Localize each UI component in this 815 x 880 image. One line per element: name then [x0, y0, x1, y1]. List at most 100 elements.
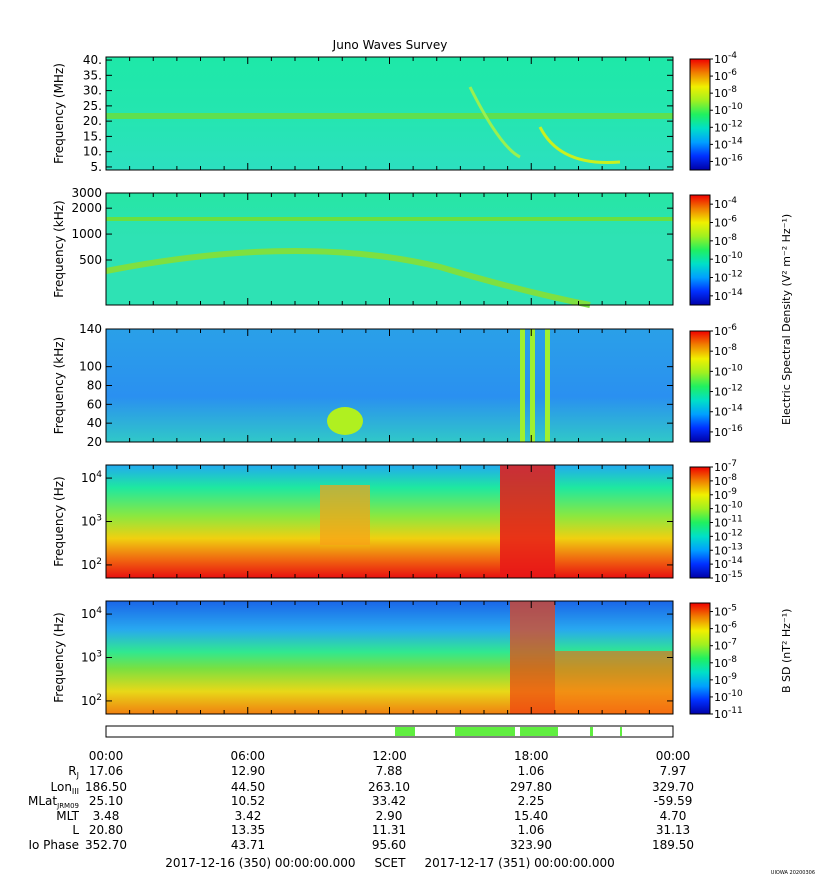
colorbar-tick-label: 10-10 [714, 689, 743, 704]
ephemeris-value: 31.13 [656, 823, 690, 837]
x-tick-label: 00:00 [656, 749, 691, 763]
colorbar-tick-label: 10-16 [714, 424, 743, 439]
arc-feature [468, 86, 521, 159]
colorbar-tick-label: 10-8 [714, 233, 737, 248]
ephemeris-value: 4.70 [660, 809, 687, 823]
x-tick-label: 06:00 [230, 749, 265, 763]
burst-feature [530, 329, 535, 442]
ephemeris-value: -59.59 [654, 794, 693, 808]
ephemeris-row-label: L [72, 823, 79, 837]
burst-feature [545, 329, 550, 442]
colorbar-tick-label: 10-15 [714, 570, 743, 585]
colorbar-tick-label: 10-8 [714, 343, 737, 358]
y-tick-label: 103 [81, 650, 102, 665]
colorbar-gradient [689, 602, 711, 715]
panel-electric-low: 140 100 80 60 40 20 Frequency (kHz) [52, 322, 674, 449]
colorbar-gradient [689, 194, 711, 306]
y-tick-label: 102 [81, 693, 102, 708]
burst-feature [500, 465, 555, 578]
colorbar-tick-label: 10-8 [714, 473, 737, 488]
ephemeris-row-label: MLT [56, 809, 79, 823]
coverage-segment [455, 727, 515, 736]
y-tick-label: 102 [81, 557, 102, 572]
band-feature [106, 217, 673, 221]
ephemeris-value: 352.70 [85, 838, 127, 852]
colorbars: 10-4 10-6 10-8 10-10 10-12 10-14 10-16 10-4 10-6… [689, 51, 743, 721]
spectrogram-electric-mid [106, 193, 673, 305]
y-axis-label: Frequency (kHz) [52, 337, 66, 434]
colorbar-tick-label: 10-14 [714, 556, 743, 571]
panel-magnetic-hz: 104 103 102 Frequency (Hz) [52, 600, 674, 715]
y-tick-label: 80 [87, 379, 102, 393]
colorbar-tick-label: 10-14 [714, 136, 743, 151]
colorbar-tick-label: 10-14 [714, 288, 743, 303]
ephemeris-value: 10.52 [231, 794, 265, 808]
y-tick-label: 104 [81, 606, 102, 621]
colorbar-tick-label: 10-16 [714, 153, 743, 168]
colorbar-gradient [689, 466, 711, 579]
y-axis-label: Frequency (kHz) [52, 200, 66, 297]
ephemeris-value: 189.50 [652, 838, 694, 852]
colorbar-tick-label: 10-5 [714, 604, 737, 619]
colorbar-tick-label: 10-12 [714, 528, 743, 543]
colorbar-tick-label: 10-12 [714, 270, 743, 285]
colorbar-tick-label: 10-7 [714, 459, 737, 474]
coverage-segment [590, 727, 593, 736]
colorbar-tick-label: 10-8 [714, 85, 737, 100]
bottom-time-text: 2017-12-16 (350) 00:00:00.000 SCET 2017-… [165, 856, 615, 870]
blob-feature [555, 651, 673, 714]
colorbar-tick-label: 10-9 [714, 487, 737, 502]
colorbar-electric-mid: 10-4 10-6 10-8 10-10 10-12 10-14 [689, 194, 743, 306]
colorbar-tick-label: 10-10 [714, 501, 743, 516]
coverage-segment [520, 727, 558, 736]
ephemeris-value: 186.50 [85, 780, 127, 794]
colorbar-tick-label: 10-6 [714, 621, 737, 636]
ephemeris-value: 2.90 [376, 809, 403, 823]
colorbar-tick-label: 10-10 [714, 102, 743, 117]
ephemeris-value: 1.06 [518, 823, 545, 837]
ephemeris-row-label: LonIII [51, 780, 80, 796]
ephemeris-value: 12.90 [231, 764, 265, 778]
colorbar-tick-label: 10-12 [714, 119, 743, 134]
spectrogram-electric-hz [106, 465, 673, 578]
y-tick-label: 30. [83, 84, 102, 98]
colorbar-tick-label: 10-6 [714, 215, 737, 230]
chart-title: Juno Waves Survey [332, 38, 448, 52]
y-tick-label: 140 [79, 322, 102, 336]
y-tick-label: 40. [83, 53, 102, 67]
blob-feature [327, 407, 363, 435]
colorbar-electric-low: 10-6 10-8 10-10 10-12 10-14 10-16 [689, 323, 743, 443]
ephemeris-value: 329.70 [652, 780, 694, 794]
coverage-segment [395, 727, 415, 736]
y-tick-label: 60 [87, 397, 102, 411]
y-axis-label: Frequency (Hz) [52, 476, 66, 567]
x-tick-label: 18:00 [514, 749, 549, 763]
y-tick-label: 15. [83, 129, 102, 143]
colorbar-electric-hz: 10-710-810-910-1010-1110-1210-1310-1410-… [689, 459, 743, 585]
y-tick-label: 20 [87, 435, 102, 449]
colorbar-tick-label: 10-7 [714, 638, 737, 653]
y-tick-label: 104 [81, 470, 102, 485]
ephemeris-value: 263.10 [368, 780, 410, 794]
colorbar-tick-label: 10-6 [714, 68, 737, 83]
ephemeris-value: 25.10 [89, 794, 123, 808]
colorbar-tick-label: 10-9 [714, 672, 737, 687]
ephemeris-value: 44.50 [231, 780, 265, 794]
burst-feature [510, 601, 555, 714]
y-tick-label: 2000 [71, 201, 102, 215]
y-tick-label: 103 [81, 514, 102, 529]
arc-feature [538, 126, 621, 165]
ephemeris-value: 1.06 [518, 764, 545, 778]
ephemeris-value: 297.80 [510, 780, 552, 794]
band-feature [106, 113, 673, 119]
ephemeris-value: 95.60 [372, 838, 406, 852]
coverage-strip [105, 725, 674, 738]
colorbar-tick-label: 10-8 [714, 655, 737, 670]
ephemeris-value: 15.40 [514, 809, 548, 823]
panel-electric-high: 40.35. 30.25.20.15. 10.5. Frequency (MHz) [52, 53, 674, 174]
spectrogram-electric-low [106, 329, 673, 442]
ephemeris-value: 11.31 [372, 823, 406, 837]
ephemeris-value: 3.42 [235, 809, 262, 823]
burst-feature [520, 329, 525, 442]
